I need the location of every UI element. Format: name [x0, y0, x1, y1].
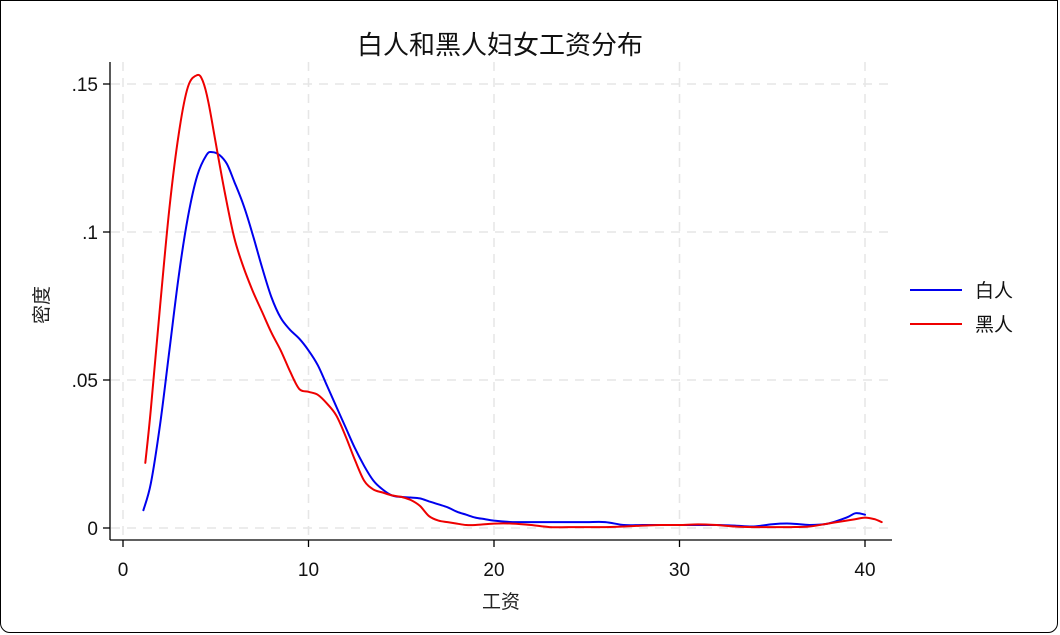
y-tick-label: .05	[72, 371, 98, 392]
y-axis-label: 密度	[31, 286, 53, 324]
legend-label: 白人	[975, 280, 1013, 302]
x-tick-label: 20	[483, 560, 504, 581]
series-line-white	[142, 150, 866, 528]
series-line-black	[144, 73, 883, 529]
x-tick-label: 30	[669, 560, 690, 581]
x-axis-label: 工资	[482, 591, 520, 613]
y-tick-label: 0	[87, 519, 98, 540]
chart-title: 白人和黑人妇女工资分布	[357, 31, 643, 61]
grid-lines	[111, 62, 890, 539]
y-axis-ticks: 0 .05 .1 .15	[72, 75, 110, 540]
series-lines	[142, 73, 883, 529]
y-tick-label: .15	[72, 75, 98, 96]
x-tick-label: 0	[118, 560, 129, 581]
axes	[109, 62, 892, 541]
y-tick-label: .1	[82, 223, 98, 244]
legend-label: 黑人	[975, 314, 1013, 336]
x-axis-ticks: 0 10 20 30 40	[118, 540, 876, 581]
x-tick-label: 40	[854, 560, 875, 581]
x-tick-label: 10	[298, 560, 319, 581]
